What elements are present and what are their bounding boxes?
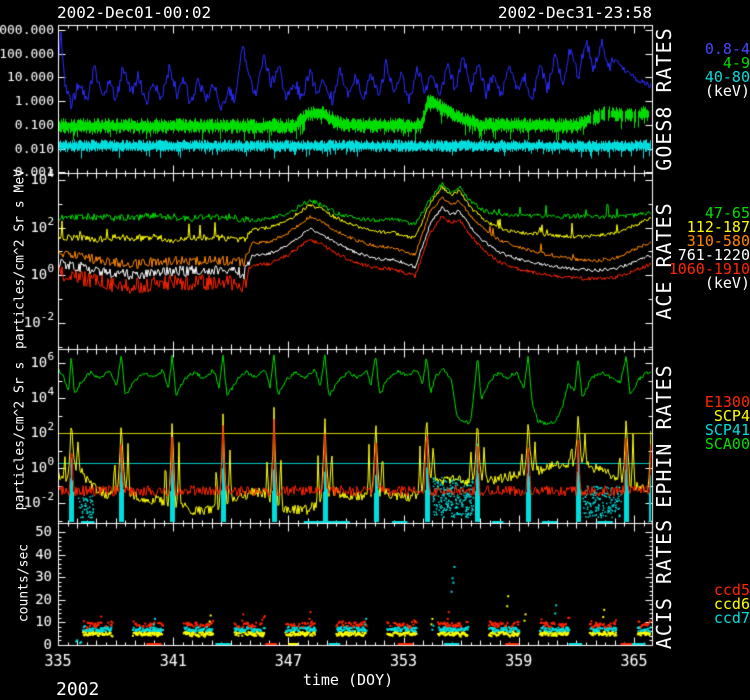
x-axis-label: time (DOY) — [302, 671, 394, 689]
panel-title-ephin: EPHIN RATES — [652, 364, 676, 508]
ace-y-axis-label: particles/cm^2 Sr s MeV — [12, 168, 28, 350]
legend-entry: E1300 — [704, 393, 750, 411]
legend-entry: 0.8-4 — [704, 40, 750, 58]
legend-entry: (keV) — [704, 82, 750, 100]
legend-entry: 47-65 — [704, 204, 750, 222]
goes8-legend: 0.8-4 4-9 40-80 (keV) — [704, 40, 750, 100]
legend-entry: 40-80 — [704, 68, 750, 86]
ace-legend: 47-65 112-187 310-580 761-1220 1060-1910… — [668, 204, 750, 292]
legend-entry: ccd6 — [713, 595, 750, 613]
legend-entry: 1060-1910 — [668, 260, 750, 278]
legend-entry: SCP41 — [704, 421, 750, 439]
x-axis-year: 2002 — [56, 679, 100, 700]
ephin-y-axis-label: particles/cm^2 Sr s — [12, 361, 28, 511]
legend-entry: SCP4 — [713, 407, 750, 425]
acis-y-axis-label: counts/sec — [16, 543, 32, 623]
legend-entry: 4-9 — [722, 54, 750, 72]
header-end-date: 2002-Dec31-23:58 — [497, 3, 652, 22]
legend-entry: (keV) — [704, 274, 750, 292]
header-start-date: 2002-Dec01-00:02 — [57, 3, 212, 22]
panel-title-acis: ACIS RATES — [652, 518, 676, 650]
legend-entry: ccd7 — [713, 609, 750, 627]
panel-title-goes8: GOES8 RATES — [652, 27, 676, 171]
legend-entry: SCA00 — [704, 435, 750, 453]
ephin-legend: E1300 SCP4 SCP41 SCA00 — [704, 393, 750, 453]
legend-entry: ccd5 — [713, 581, 750, 599]
legend-entry: 761-1220 — [677, 246, 750, 264]
legend-entry: 112-187 — [686, 218, 750, 236]
legend-entry: 310-580 — [686, 232, 750, 250]
acis-legend: ccd5 ccd6 ccd7 — [713, 581, 750, 627]
